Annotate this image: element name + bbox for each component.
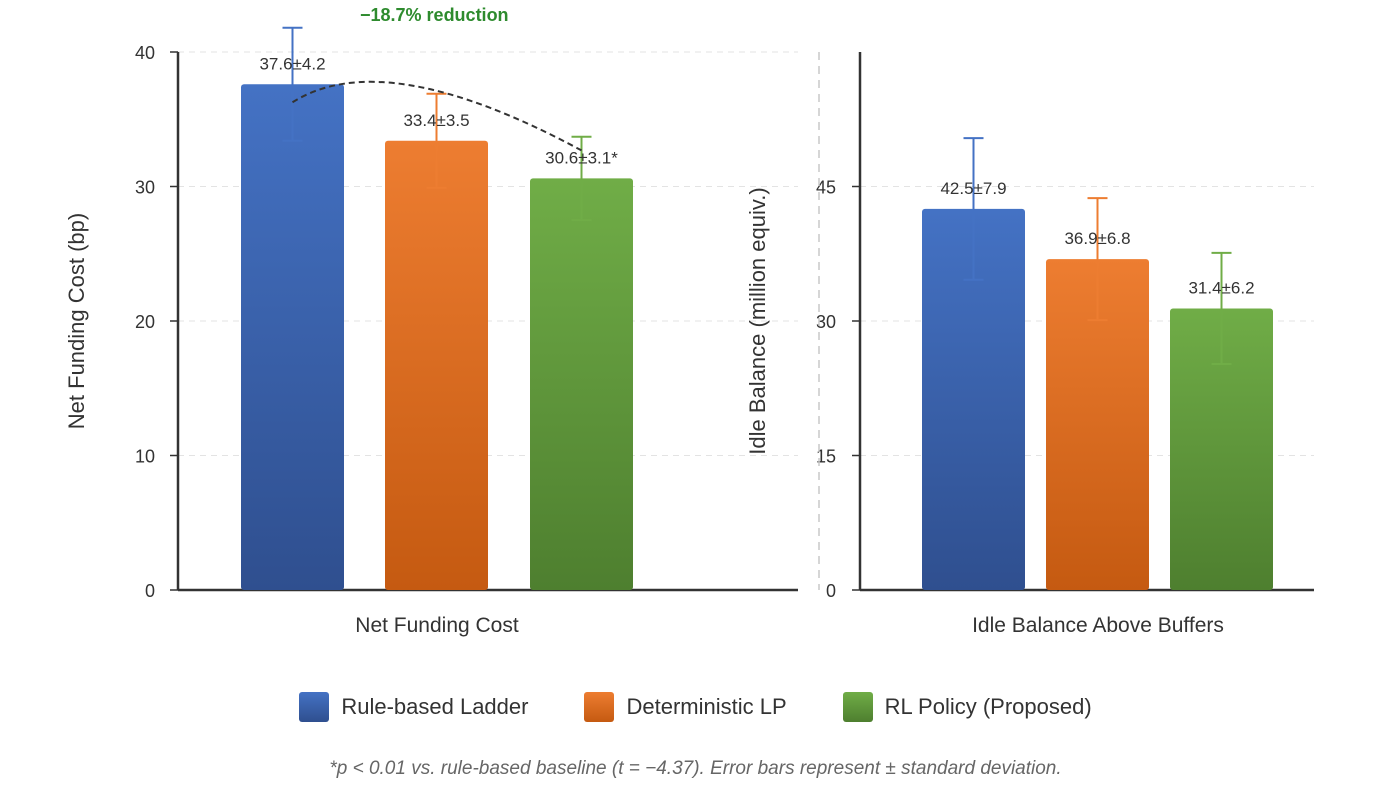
bar-1 [922, 208, 1025, 590]
data-label: 30.6±3.1* [545, 148, 618, 167]
y-tick-label: 45 [816, 178, 836, 198]
y-tick-label: 0 [145, 581, 155, 601]
legend-label: Rule-based Ladder [341, 694, 529, 719]
data-label: 42.5±7.9 [940, 179, 1006, 198]
bar-2 [385, 140, 488, 590]
reduction-annotation: −18.7% reduction [360, 5, 509, 25]
y-axis-label: Net Funding Cost (bp) [64, 213, 89, 429]
data-label: 31.4±6.2 [1188, 278, 1254, 297]
y-tick-label: 20 [135, 312, 155, 332]
bar-3 [1170, 308, 1273, 590]
y-tick-label: 30 [816, 312, 836, 332]
y-tick-label: 40 [135, 43, 155, 63]
bar-2 [1046, 259, 1149, 590]
bar-1 [241, 84, 344, 590]
legend-item-deterministic-lp: Deterministic LP [584, 692, 787, 722]
legend-label: Deterministic LP [626, 694, 787, 719]
reduction-trend-curve [291, 80, 582, 152]
bar-3 [530, 178, 633, 590]
legend-label: RL Policy (Proposed) [884, 694, 1092, 719]
legend-swatch-rule-based [299, 692, 330, 722]
y-tick-label: 15 [816, 447, 836, 467]
x-axis-label: Idle Balance Above Buffers [972, 614, 1224, 637]
legend-item-rl-policy: RL Policy (Proposed) [842, 692, 1092, 722]
y-tick-label: 30 [135, 178, 155, 198]
data-label: 37.6±4.2 [259, 54, 325, 73]
legend-swatch-deterministic-lp [584, 692, 615, 722]
x-axis-label: Net Funding Cost [355, 614, 519, 637]
data-label: 36.9±6.8 [1064, 229, 1130, 248]
legend-item-rule-based: Rule-based Ladder [299, 692, 528, 722]
legend-swatch-rl-policy [842, 692, 873, 722]
data-label: 33.4±3.5 [403, 111, 469, 130]
y-axis-label: Idle Balance (million equiv.) [745, 187, 770, 454]
y-tick-label: 10 [135, 447, 155, 467]
footnote: *p < 0.01 vs. rule-based baseline (t = −… [329, 758, 1062, 779]
legend: Rule-based Ladder Deterministic LP RL Po… [0, 692, 1391, 722]
y-tick-label: 0 [826, 581, 836, 601]
